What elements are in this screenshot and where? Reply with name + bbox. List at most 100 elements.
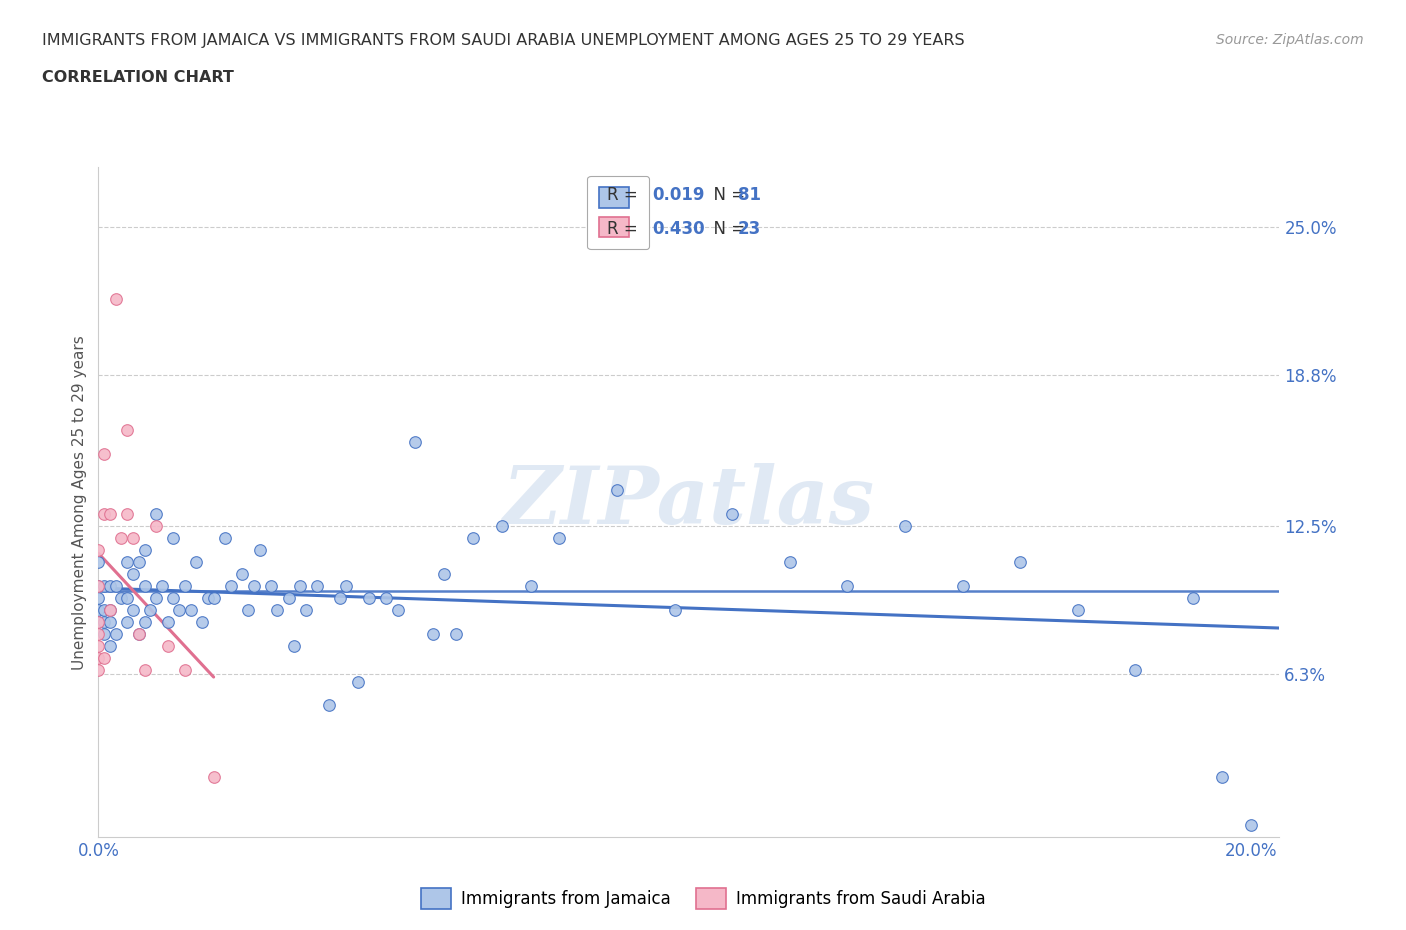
Text: 23: 23 (738, 220, 761, 238)
Point (375, 591, 398, 605)
Text: 0.019: 0.019 (652, 187, 704, 205)
Point (359, 591, 381, 605)
Point (191, 615, 214, 630)
Point (219, 578, 242, 593)
Point (433, 566, 456, 581)
Point (115, 615, 138, 630)
Point (93, 447, 115, 462)
Point (249, 542, 271, 557)
Point (664, 603, 686, 618)
Point (93, 578, 115, 593)
Point (98, 638, 121, 653)
Point (87, 578, 110, 593)
Point (93, 507, 115, 522)
Point (134, 542, 156, 557)
Point (104, 291, 127, 306)
Point (115, 554, 138, 569)
Text: ZIPatlas: ZIPatlas (503, 463, 875, 541)
Point (87, 662, 110, 677)
Point (87, 578, 110, 593)
Point (156, 638, 179, 653)
Point (837, 578, 859, 593)
Point (779, 554, 801, 569)
Point (277, 591, 299, 605)
Point (173, 578, 195, 593)
Point (202, 770, 225, 785)
Point (346, 674, 368, 689)
Point (115, 591, 138, 605)
Text: 81: 81 (738, 187, 761, 205)
Point (87, 615, 110, 630)
Point (104, 578, 127, 593)
Point (214, 531, 236, 546)
Point (128, 626, 150, 641)
Point (110, 591, 132, 605)
Point (288, 578, 311, 593)
Point (87, 542, 110, 557)
Point (307, 578, 329, 593)
Point (93, 650, 115, 665)
Point (150, 578, 173, 593)
Point (145, 507, 167, 522)
Y-axis label: Unemployment Among Ages 25 to 29 years: Unemployment Among Ages 25 to 29 years (72, 335, 87, 670)
Point (197, 591, 219, 605)
Point (444, 626, 467, 641)
Point (98, 603, 121, 618)
Point (115, 423, 138, 438)
Point (115, 507, 138, 522)
Point (87, 603, 110, 618)
Point (87, 650, 110, 665)
Point (98, 578, 121, 593)
Point (87, 615, 110, 630)
Point (1125, 662, 1147, 677)
Point (134, 615, 156, 630)
Point (173, 662, 195, 677)
Point (335, 578, 357, 593)
Point (295, 603, 318, 618)
Point (104, 626, 127, 641)
Point (139, 603, 162, 618)
Point (491, 519, 513, 534)
Point (952, 578, 974, 593)
Point (162, 591, 184, 605)
Point (128, 554, 150, 569)
Legend: , : , (588, 176, 650, 249)
Text: N =: N = (703, 220, 749, 238)
Point (162, 531, 184, 546)
Point (87, 626, 110, 641)
Point (93, 603, 115, 618)
Point (87, 638, 110, 653)
Legend: Immigrants from Jamaica, Immigrants from Saudi Arabia: Immigrants from Jamaica, Immigrants from… (412, 880, 994, 917)
Text: IMMIGRANTS FROM JAMAICA VS IMMIGRANTS FROM SAUDI ARABIA UNEMPLOYMENT AMONG AGES : IMMIGRANTS FROM JAMAICA VS IMMIGRANTS FR… (42, 33, 965, 47)
Point (186, 554, 208, 569)
Point (606, 483, 628, 498)
Point (283, 638, 305, 653)
Point (1067, 603, 1090, 618)
Point (894, 519, 917, 534)
Point (1182, 591, 1205, 605)
Text: R =: R = (607, 220, 643, 238)
Point (266, 603, 288, 618)
Text: CORRELATION CHART: CORRELATION CHART (42, 70, 233, 85)
Point (122, 566, 145, 581)
Point (329, 591, 352, 605)
Text: R =: R = (607, 187, 643, 205)
Point (87, 591, 110, 605)
Point (167, 603, 190, 618)
Point (1010, 554, 1032, 569)
Point (422, 626, 444, 641)
Point (110, 531, 132, 546)
Point (1240, 817, 1263, 832)
Point (156, 615, 179, 630)
Point (145, 591, 167, 605)
Point (122, 531, 145, 546)
Point (98, 507, 121, 522)
Text: Source: ZipAtlas.com: Source: ZipAtlas.com (1216, 33, 1364, 46)
Point (243, 578, 266, 593)
Point (721, 507, 744, 522)
Point (93, 615, 115, 630)
Point (260, 578, 283, 593)
Point (387, 603, 409, 618)
Point (318, 698, 340, 713)
Point (87, 554, 110, 569)
